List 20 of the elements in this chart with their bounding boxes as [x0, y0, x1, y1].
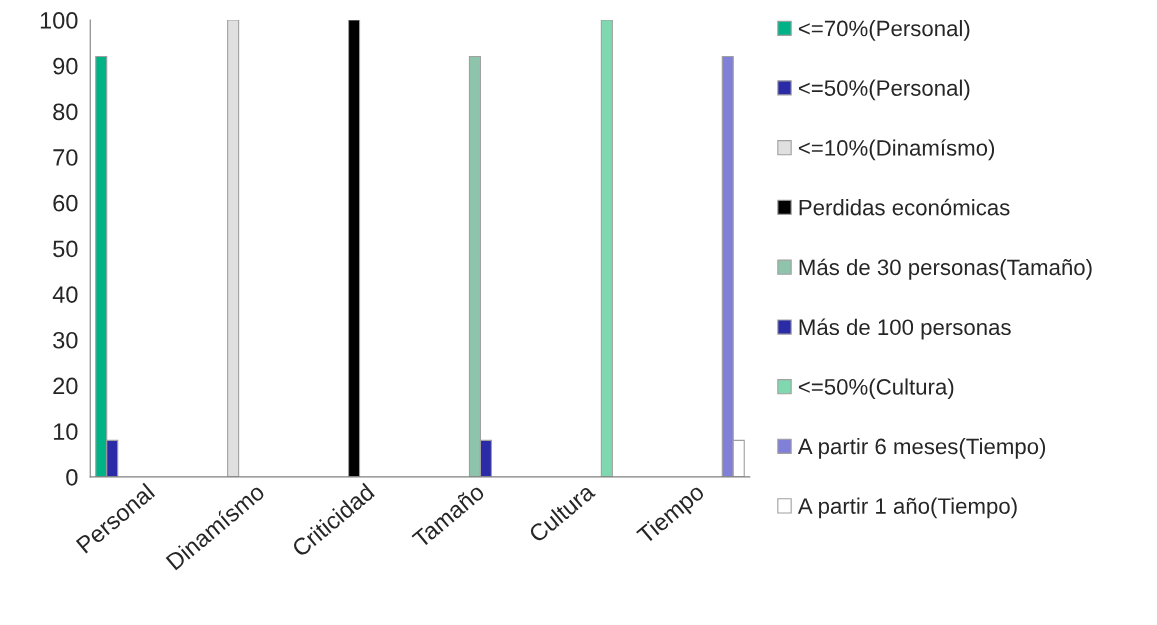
- legend-label: Más de 100 personas: [799, 318, 1011, 340]
- legend-label: <=50%(Cultura): [798, 378, 954, 400]
- legend-label: A partir 1 año(Tiempo): [797, 497, 1017, 519]
- legend-label: <=70%(Personal): [798, 20, 970, 41]
- y-tick-label: 50: [53, 240, 78, 258]
- legend-label: <=50%(Personal): [798, 79, 970, 101]
- legend-label: <=10%(Dinamísmo): [798, 139, 995, 161]
- y-tick-label: 80: [53, 103, 78, 121]
- y-tick-label: 20: [53, 377, 78, 395]
- y-tick-label: 30: [53, 331, 78, 349]
- y-tick-label: 90: [53, 57, 78, 75]
- y-tick-label: 40: [52, 286, 78, 303]
- y-tick-label: 60: [53, 194, 78, 212]
- legend-label: Perdidas económicas: [799, 198, 1010, 216]
- y-tick-label: 70: [53, 149, 78, 166]
- y-tick-label: 100: [40, 12, 78, 29]
- legend-label: Más de 30 personas(Tamaño): [799, 258, 1092, 280]
- y-tick-label: 10: [53, 423, 78, 440]
- legend-label: A partir 6 meses(Tiempo): [797, 438, 1046, 459]
- y-tick-label: 0: [66, 468, 78, 486]
